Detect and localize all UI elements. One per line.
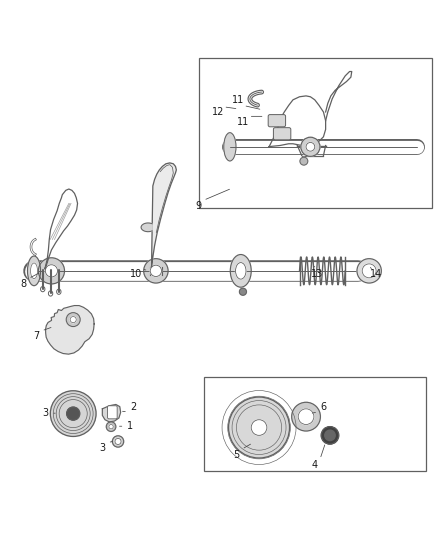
Text: 12: 12 (212, 107, 224, 117)
Text: 9: 9 (195, 200, 201, 211)
Bar (204, 377, 426, 471)
Circle shape (106, 422, 116, 431)
Circle shape (70, 317, 76, 322)
Polygon shape (152, 163, 177, 266)
Ellipse shape (50, 391, 96, 437)
Ellipse shape (306, 142, 315, 151)
FancyBboxPatch shape (268, 115, 286, 127)
Text: 1: 1 (127, 421, 133, 431)
Circle shape (66, 313, 80, 327)
Ellipse shape (236, 263, 246, 279)
Polygon shape (46, 305, 94, 354)
Text: 6: 6 (320, 402, 326, 411)
Text: 13: 13 (311, 269, 324, 279)
Ellipse shape (150, 265, 162, 277)
Circle shape (240, 288, 247, 295)
Text: 8: 8 (20, 279, 26, 289)
Polygon shape (141, 223, 152, 232)
Ellipse shape (224, 133, 236, 161)
Text: 4: 4 (312, 459, 318, 470)
Ellipse shape (67, 407, 80, 420)
Polygon shape (102, 405, 120, 422)
FancyBboxPatch shape (108, 406, 117, 419)
Ellipse shape (251, 419, 267, 435)
Ellipse shape (321, 426, 339, 444)
Text: 3: 3 (43, 408, 49, 418)
Ellipse shape (28, 256, 41, 286)
Text: 11: 11 (237, 117, 250, 126)
Ellipse shape (298, 409, 314, 424)
Ellipse shape (230, 255, 251, 287)
Ellipse shape (39, 258, 64, 284)
Text: 7: 7 (33, 331, 39, 341)
Text: 5: 5 (233, 449, 240, 459)
Circle shape (109, 424, 113, 429)
Ellipse shape (115, 439, 121, 445)
Ellipse shape (357, 259, 381, 283)
Ellipse shape (113, 436, 124, 447)
Text: 11: 11 (232, 95, 244, 105)
Text: 2: 2 (130, 402, 136, 411)
Ellipse shape (362, 264, 376, 278)
Text: 14: 14 (371, 269, 383, 279)
Ellipse shape (144, 259, 168, 283)
Bar (199, 58, 432, 208)
Ellipse shape (292, 402, 321, 431)
FancyBboxPatch shape (273, 128, 291, 140)
Ellipse shape (229, 397, 290, 458)
Text: 10: 10 (130, 269, 142, 279)
Ellipse shape (325, 430, 335, 441)
Ellipse shape (46, 265, 57, 277)
Ellipse shape (301, 137, 320, 156)
Circle shape (300, 157, 308, 165)
Text: 3: 3 (99, 443, 106, 453)
Ellipse shape (31, 263, 38, 279)
